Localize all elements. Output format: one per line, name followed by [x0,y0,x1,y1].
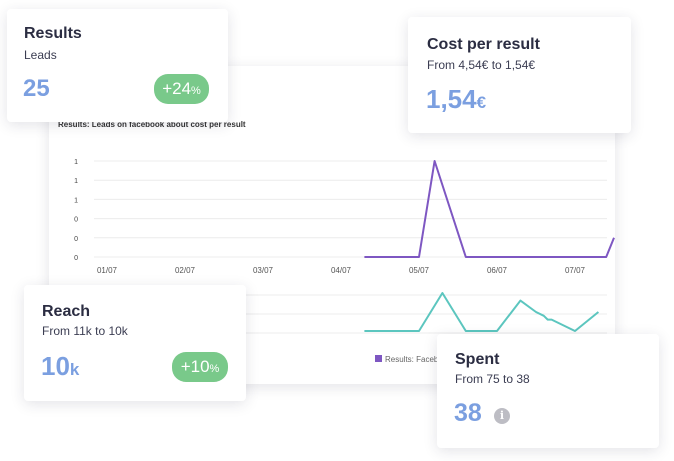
reach-subtitle: From 11k to 10k [42,324,128,338]
results-change-badge: +24% [154,74,209,104]
x-tick-label: 01/07 [97,266,118,275]
results-badge-unit: % [191,85,201,97]
series-line-secondary [364,292,600,332]
y-tick-label: 1 [74,159,78,166]
spent-card: Spent From 75 to 38 38 i [437,334,659,448]
x-tick-label: 03/07 [253,266,274,275]
cost-subtitle: From 4,54€ to 1,54€ [427,58,536,72]
y-tick-label: 1 [74,178,78,185]
y-axis-ticks: 1 1 1 0 0 0 [74,159,78,262]
legend-label: Results: Faceb [385,355,439,364]
reach-badge-unit: % [209,363,220,375]
results-badge-value: +24 [162,79,192,98]
results-card: Results Leads 25 +24% [7,9,228,122]
reach-change-badge: +10% [172,352,228,382]
reach-card: Reach From 11k to 10k 10k +10% [24,285,246,401]
chart-legend[interactable]: Results: Faceb [375,355,439,364]
reach-value-unit: k [69,360,80,379]
x-tick-label: 05/07 [409,266,430,275]
cost-title: Cost per result [427,36,540,53]
spent-value: 38 [454,399,482,427]
cost-value: 1,54€ [426,84,486,115]
x-tick-label: 04/07 [331,266,352,275]
cost-value-number: 1,54 [426,84,477,114]
cost-value-unit: € [476,93,487,112]
spent-title: Spent [455,351,500,368]
results-subtitle: Leads [24,48,57,62]
reach-title: Reach [42,303,91,320]
reach-value-number: 10 [41,351,70,381]
chart-series [364,160,615,332]
series-line-primary [364,160,615,258]
chart-title: Results: Leads on facebook about cost pe… [58,120,246,129]
y-tick-label: 0 [74,217,78,224]
y-tick-label: 0 [74,255,78,262]
spent-subtitle: From 75 to 38 [455,372,530,386]
legend-swatch [375,355,382,362]
y-tick-label: 0 [74,236,78,243]
results-value: 25 [23,75,50,102]
results-title: Results [24,25,82,42]
y-tick-label: 1 [74,197,78,204]
x-axis-ticks: 01/07 02/07 03/07 04/07 05/07 06/07 07/07 [97,266,586,275]
x-tick-label: 06/07 [487,266,508,275]
reach-value: 10k [41,351,79,382]
cost-per-result-card: Cost per result From 4,54€ to 1,54€ 1,54… [408,17,631,133]
x-tick-label: 07/07 [565,266,586,275]
reach-badge-value: +10 [180,357,210,376]
x-tick-label: 02/07 [175,266,196,275]
info-icon[interactable]: i [494,408,510,424]
